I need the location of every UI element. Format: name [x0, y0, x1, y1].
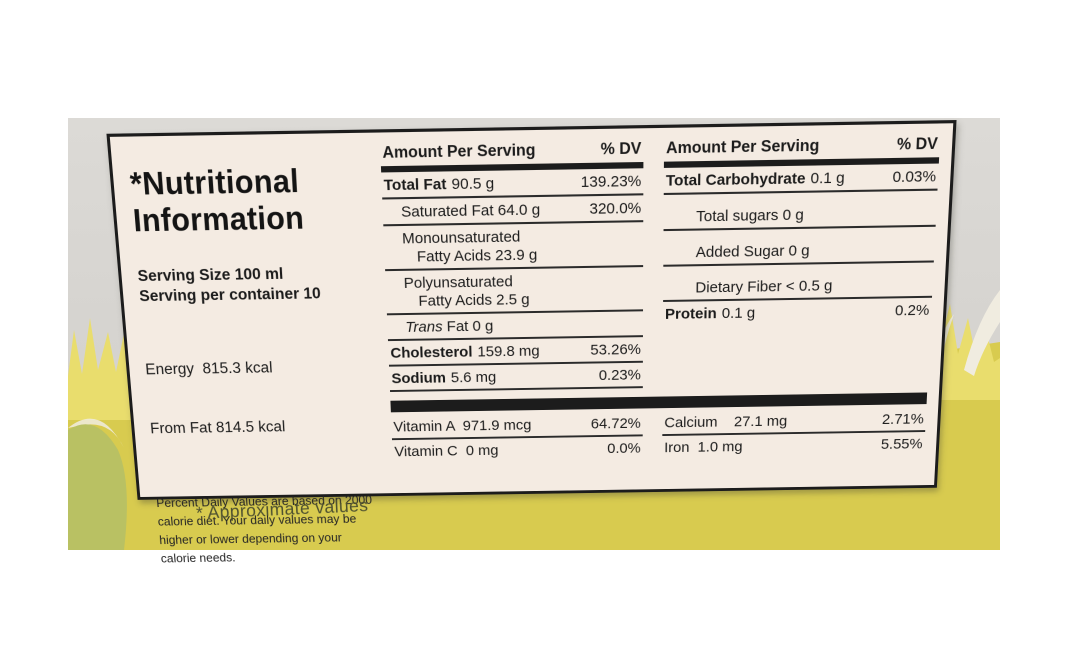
energy-value: Energy 815.3 kcal: [145, 357, 390, 381]
row-iron: Iron 1.0 mg 5.55%: [662, 432, 925, 459]
row-cholesterol: Cholesterol 159.8 mg 53.26%: [388, 337, 643, 367]
header-amount: Amount Per Serving: [666, 137, 820, 158]
nutrient-column-fat: Amount Per Serving % DV Total Fat 90.5 g …: [380, 138, 644, 392]
nutrient-column-carb: Amount Per Serving % DV Total Carbohydra…: [663, 133, 941, 388]
row-vitamin-c: Vitamin C 0 mg 0.0%: [392, 436, 643, 463]
row-total-fat: Total Fat 90.5 g 139.23%: [381, 168, 643, 199]
column-header: Amount Per Serving % DV: [664, 133, 940, 168]
panel-main-columns: Amount Per Serving % DV Total Fat 90.5 g …: [380, 130, 941, 486]
energy-info: Energy 815.3 kcal From Fat 814.5 kcal: [141, 316, 393, 478]
vitamins-column: Vitamin A 971.9 mcg 64.72% Vitamin C 0 m…: [391, 411, 643, 463]
column-header: Amount Per Serving % DV: [380, 138, 644, 173]
row-polyunsaturated: Polyunsaturated Fatty Acids 2.5 g: [385, 267, 643, 315]
panel-left-column: *Nutritional Information Serving Size 10…: [127, 139, 394, 489]
row-monounsaturated: Monounsaturated Fatty Acids 23.9 g: [383, 222, 643, 271]
header-dv: % DV: [897, 135, 939, 155]
vitamins-section: Vitamin A 971.9 mcg 64.72% Vitamin C 0 m…: [391, 407, 926, 463]
header-dv: % DV: [601, 140, 642, 160]
row-added-sugar: Added Sugar 0 g: [663, 227, 935, 267]
serving-info: Serving Size 100 ml Serving per containe…: [137, 263, 387, 307]
header-amount: Amount Per Serving: [382, 142, 536, 163]
row-protein: Protein 0.1 g 0.2%: [663, 298, 932, 326]
panel-title: *Nutritional Information: [129, 162, 384, 240]
row-saturated-fat: Saturated Fat 64.0 g 320.0%: [382, 195, 643, 226]
serving-per-container: Serving per container 10: [139, 283, 387, 307]
row-sodium: Sodium 5.6 mg 0.23%: [389, 363, 643, 392]
nutrition-panel: *Nutritional Information Serving Size 10…: [106, 120, 956, 500]
row-vitamin-a: Vitamin A 971.9 mcg 64.72%: [391, 411, 643, 440]
row-total-sugars: Total sugars 0 g: [664, 191, 938, 231]
row-trans-fat: Trans Fat 0 g: [387, 311, 643, 341]
row-dietary-fiber: Dietary Fiber < 0.5 g: [663, 262, 934, 302]
minerals-column: Calcium 27.1 mg 2.71% Iron 1.0 mg 5.55%: [662, 407, 926, 459]
energy-from-fat: From Fat 814.5 kcal: [149, 417, 391, 440]
